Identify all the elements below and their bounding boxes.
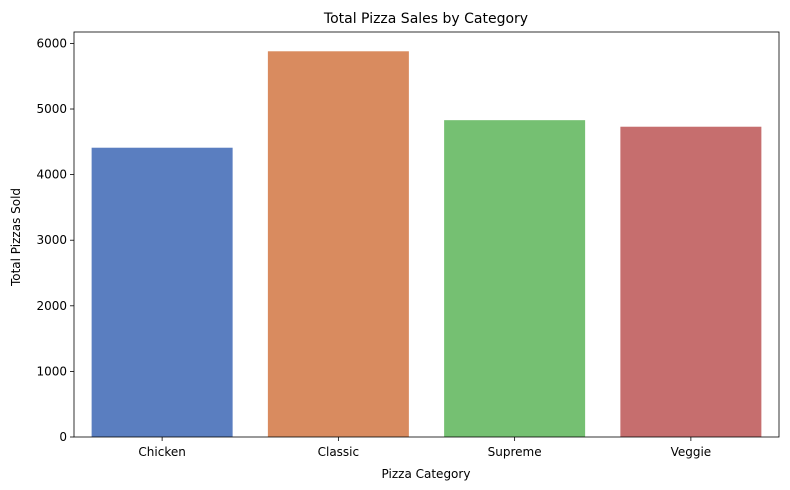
bars-group [91,51,762,438]
plot-frame [73,31,780,438]
bar-veggie [620,126,762,438]
y-tick-label: 0 [59,430,67,444]
chart-title: Total Pizza Sales by Category [323,11,528,27]
y-tick-label: 5000 [36,102,67,116]
y-tick-label: 4000 [36,168,67,182]
x-axis-label: Pizza Category [382,467,471,481]
x-tick-label: Classic [318,445,360,459]
y-tick-label: 6000 [36,36,67,50]
bar-classic [267,51,409,438]
y-tick-label: 3000 [36,233,67,247]
y-tick-label: 2000 [36,299,67,313]
x-axis: Chicken Classic Supreme Veggie [138,437,711,459]
y-tick-label: 1000 [36,364,67,378]
bar-supreme [444,120,586,437]
x-tick-label: Supreme [488,445,542,459]
x-tick-label: Chicken [138,445,185,459]
x-tick-label: Veggie [671,445,712,459]
bar-chicken [91,147,233,437]
y-axis-label: Total Pizzas Sold [9,188,23,287]
y-axis: 0 1000 2000 3000 4000 5000 6000 [36,36,74,444]
